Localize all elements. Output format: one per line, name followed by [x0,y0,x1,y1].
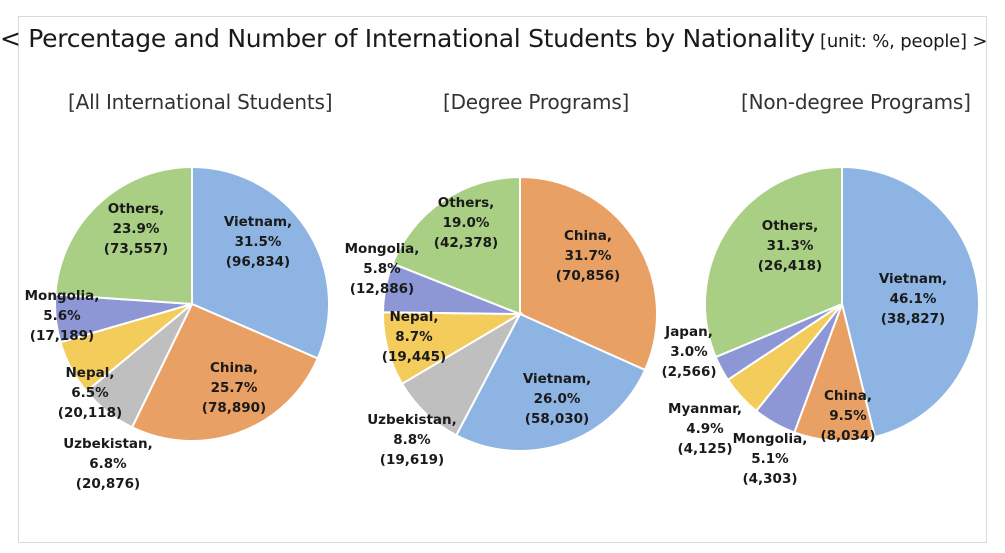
slice-label-china: China, 25.7% (78,890) [202,360,266,416]
slice-label-vietnam: Vietnam, 46.1% (38,827) [879,271,947,327]
pie-slice-vietnam [191,165,330,360]
pie-title-all: [All International Students] [68,90,333,114]
pie-slice-vietnam [454,312,647,452]
slice-label-vietnam: Vietnam, 26.0% (58,030) [523,371,591,427]
pie-slice-others [704,165,843,359]
slice-label-nepal: Nepal, 6.5% (20,118) [58,365,122,421]
chart-title-row: < Percentage and Number of International… [0,24,1005,53]
pie-title-nondegree: [Non-degree Programs] [741,90,971,114]
pie-slice-china [519,175,658,372]
slice-label-china: China, 31.7% (70,856) [556,228,620,284]
pie-slice-vietnam [841,165,980,439]
slice-label-vietnam: Vietnam, 31.5% (96,834) [224,214,292,270]
slice-label-china: China, 9.5% (8,034) [820,388,875,444]
slice-label-mongolia: Mongolia, 5.1% (4,303) [733,431,808,487]
slice-label-mongolia: Mongolia, 5.8% (12,886) [345,241,420,297]
slice-label-others: Others, 31.3% (26,418) [758,218,822,274]
slice-label-myanmar: Myanmar, 4.9% (4,125) [668,401,742,457]
chart-title: < Percentage and Number of International… [0,24,815,53]
pie-slice-others [391,175,521,316]
slice-label-others: Others, 23.9% (73,557) [104,201,168,257]
slice-label-uzbekistan: Uzbekistan, 8.8% (19,619) [367,412,457,468]
slice-label-nepal: Nepal, 8.7% (19,445) [382,309,446,365]
pie-slice-others [54,165,193,306]
slice-label-uzbekistan: Uzbekistan, 6.8% (20,876) [63,436,153,492]
pie-slice-china [130,302,320,442]
slice-label-others: Others, 19.0% (42,378) [434,195,498,251]
pie-slice-china [793,300,877,442]
chart-unit: [unit: %, people] > [820,31,988,52]
slice-label-mongolia: Mongolia, 5.6% (17,189) [25,288,100,344]
slice-label-japan: Japan, 3.0% (2,566) [661,324,716,380]
pie-title-degree: [Degree Programs] [443,90,630,114]
